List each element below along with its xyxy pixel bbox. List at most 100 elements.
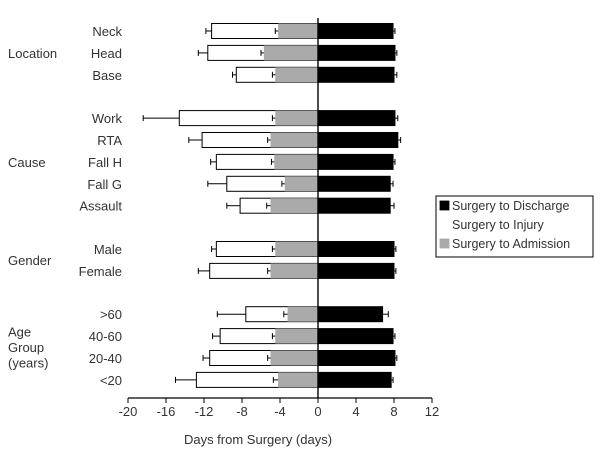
error-bar-admission-1-2 bbox=[270, 158, 275, 165]
error-bar-discharge-1-4 bbox=[390, 202, 395, 209]
error-bar-injury-1-4 bbox=[226, 202, 241, 209]
error-bar-admission-2-0 bbox=[271, 246, 276, 252]
bar-discharge-3-1 bbox=[317, 328, 394, 345]
error-bar-injury-1-3 bbox=[207, 180, 227, 187]
x-axis: -20 -16 -12 -8 -4 0 4 8 12 bbox=[119, 397, 439, 419]
legend-swatch bbox=[439, 200, 450, 211]
error-bar-discharge-0-0 bbox=[393, 28, 396, 34]
group-label: Gender bbox=[8, 253, 52, 268]
legend-label: Surgery to Injury bbox=[452, 218, 544, 232]
error-bar-injury-0-0 bbox=[205, 28, 212, 34]
bar-admission-1-1 bbox=[270, 132, 318, 148]
error-bar-admission-3-1 bbox=[271, 333, 276, 340]
error-bar-discharge-3-0 bbox=[382, 311, 389, 318]
error-bar-admission-1-1 bbox=[267, 137, 271, 143]
category-label: Assault bbox=[79, 199, 122, 214]
error-bars-layer bbox=[142, 28, 402, 383]
category-label: Female bbox=[79, 264, 122, 279]
x-tick-label: -16 bbox=[157, 404, 176, 419]
category-label: Neck bbox=[92, 24, 122, 39]
bar-discharge-1-4 bbox=[317, 197, 391, 214]
error-bar-discharge-0-2 bbox=[394, 71, 398, 78]
bars-layer bbox=[178, 23, 399, 388]
legend-swatch bbox=[439, 238, 450, 249]
category-label: >60 bbox=[100, 307, 122, 322]
bar-admission-3-0 bbox=[287, 306, 318, 322]
group-label: Location bbox=[8, 46, 57, 61]
category-label: Fall H bbox=[88, 155, 122, 170]
bar-discharge-1-0 bbox=[317, 110, 396, 127]
x-tick-label: -8 bbox=[236, 404, 248, 419]
group-label: Cause bbox=[8, 155, 46, 170]
legend-swatch bbox=[439, 219, 450, 230]
bar-admission-0-2 bbox=[275, 67, 318, 83]
error-bar-admission-1-0 bbox=[271, 115, 276, 122]
category-label: 40-60 bbox=[89, 329, 122, 344]
bar-discharge-0-2 bbox=[317, 66, 395, 83]
error-bar-discharge-2-1 bbox=[394, 267, 397, 274]
error-bar-discharge-1-1 bbox=[397, 137, 402, 143]
error-bar-discharge-1-0 bbox=[394, 115, 399, 122]
error-bar-discharge-3-3 bbox=[391, 376, 394, 383]
error-bar-admission-3-2 bbox=[267, 355, 271, 361]
bar-discharge-3-3 bbox=[317, 371, 392, 388]
error-bar-admission-0-2 bbox=[271, 71, 276, 78]
legend-label: Surgery to Admission bbox=[452, 237, 570, 251]
bar-admission-2-0 bbox=[275, 241, 318, 257]
x-tick-label: -4 bbox=[274, 404, 286, 419]
error-bar-admission-0-0 bbox=[274, 28, 279, 34]
bar-admission-0-0 bbox=[278, 23, 318, 39]
group-label: Age bbox=[8, 325, 31, 340]
bar-admission-3-1 bbox=[275, 328, 318, 344]
category-label: Fall G bbox=[87, 177, 122, 192]
error-bar-discharge-2-0 bbox=[394, 246, 397, 252]
error-bar-injury-1-2 bbox=[210, 158, 217, 165]
bar-discharge-0-0 bbox=[317, 23, 394, 39]
x-tick-label: 8 bbox=[390, 404, 397, 419]
bar-admission-1-2 bbox=[274, 154, 318, 170]
error-bar-admission-1-3 bbox=[281, 180, 285, 187]
bar-admission-3-3 bbox=[278, 372, 318, 388]
bar-discharge-1-3 bbox=[317, 175, 391, 192]
bar-discharge-0-1 bbox=[317, 44, 396, 61]
bar-discharge-3-2 bbox=[317, 350, 396, 366]
bar-discharge-2-1 bbox=[317, 262, 395, 279]
error-bar-discharge-0-1 bbox=[394, 49, 398, 56]
bar-discharge-1-2 bbox=[317, 153, 394, 170]
bar-discharge-3-0 bbox=[317, 306, 384, 323]
error-bar-discharge-3-2 bbox=[394, 355, 398, 361]
bar-admission-3-2 bbox=[270, 350, 318, 366]
legend-label: Surgery to Discharge bbox=[452, 199, 569, 213]
error-bar-injury-3-0 bbox=[216, 311, 246, 318]
error-bar-injury-3-1 bbox=[212, 333, 221, 340]
x-axis-label: Days from Surgery (days) bbox=[184, 432, 332, 447]
group-label: (years) bbox=[8, 356, 48, 371]
error-bar-injury-1-1 bbox=[188, 137, 203, 143]
bar-discharge-1-1 bbox=[317, 132, 399, 148]
category-label: Work bbox=[92, 111, 123, 126]
bar-admission-2-1 bbox=[270, 263, 318, 279]
bar-discharge-2-0 bbox=[317, 241, 395, 257]
error-bar-injury-3-2 bbox=[202, 355, 210, 361]
error-bar-injury-0-2 bbox=[232, 71, 237, 78]
error-bar-injury-2-0 bbox=[211, 246, 217, 252]
category-label: Male bbox=[94, 242, 122, 257]
bar-admission-1-3 bbox=[284, 176, 318, 192]
error-bar-injury-0-1 bbox=[197, 49, 208, 56]
group-label: Group bbox=[8, 340, 44, 355]
category-label: <20 bbox=[100, 373, 122, 388]
error-bar-injury-3-3 bbox=[175, 376, 197, 383]
error-bar-discharge-3-1 bbox=[393, 333, 396, 340]
category-label: 20-40 bbox=[89, 351, 122, 366]
x-tick-label: -20 bbox=[119, 404, 138, 419]
bar-admission-1-4 bbox=[270, 198, 318, 214]
legend-box bbox=[435, 195, 594, 258]
bar-admission-1-0 bbox=[275, 110, 318, 126]
x-tick-label: -12 bbox=[195, 404, 214, 419]
x-tick-label: 0 bbox=[314, 404, 321, 419]
x-tick-label: 12 bbox=[425, 404, 439, 419]
error-bar-injury-1-0 bbox=[142, 115, 180, 122]
error-bar-admission-2-1 bbox=[267, 267, 271, 274]
